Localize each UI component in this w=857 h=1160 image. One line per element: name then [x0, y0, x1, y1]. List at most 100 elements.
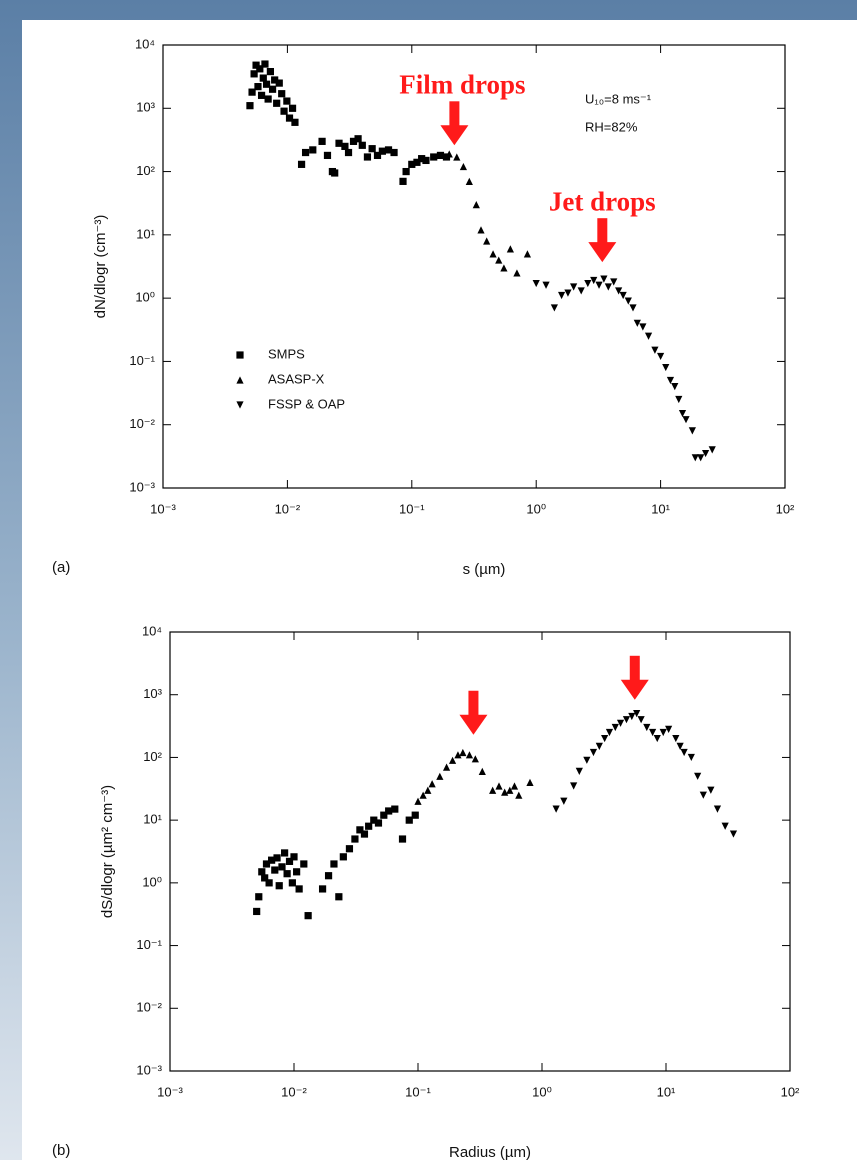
point	[271, 76, 279, 84]
point	[290, 853, 298, 861]
point	[523, 250, 532, 258]
point	[301, 148, 310, 157]
point	[341, 142, 349, 150]
point	[266, 67, 274, 76]
point	[513, 269, 521, 277]
y-axis-label: dN/dlogr (cm⁻³)	[92, 215, 109, 319]
point	[264, 95, 272, 103]
point	[413, 158, 421, 166]
y-tick-label: 10⁻³	[136, 1062, 162, 1077]
point	[365, 822, 373, 830]
point	[436, 151, 445, 160]
point	[483, 237, 491, 245]
point	[262, 80, 271, 88]
point	[358, 141, 366, 149]
point	[615, 287, 623, 295]
point	[729, 830, 738, 838]
point	[275, 882, 283, 890]
point	[453, 153, 461, 161]
point	[651, 346, 659, 354]
point	[280, 107, 288, 115]
point	[707, 786, 715, 794]
point	[570, 283, 578, 291]
point	[688, 427, 696, 435]
point	[643, 723, 651, 732]
point	[477, 226, 485, 234]
point	[285, 114, 294, 122]
point	[465, 751, 474, 759]
y-tick-label: 10³	[143, 686, 162, 701]
point	[436, 772, 444, 780]
x-tick-label: 10¹	[657, 1084, 676, 1099]
point	[283, 97, 291, 105]
point	[356, 826, 364, 834]
point	[445, 150, 453, 158]
panel-label: (b)	[52, 1142, 70, 1159]
point	[351, 835, 359, 843]
point	[678, 409, 687, 418]
x-tick-label: 10¹	[651, 501, 670, 516]
point	[659, 728, 667, 737]
x-tick-label: 10⁻²	[281, 1084, 307, 1099]
point	[713, 805, 722, 813]
point	[495, 256, 503, 264]
point	[610, 278, 618, 286]
point	[564, 289, 572, 297]
point	[666, 376, 675, 385]
point	[633, 319, 641, 327]
x-tick-label: 10²	[776, 501, 795, 516]
point	[622, 716, 631, 724]
point	[584, 279, 592, 288]
point	[271, 866, 279, 874]
point	[495, 782, 503, 790]
point	[344, 148, 353, 157]
point	[259, 74, 267, 82]
point	[275, 79, 283, 87]
arrow	[459, 690, 488, 735]
x-tick-label: 10⁻¹	[399, 501, 425, 516]
point	[604, 283, 612, 291]
point	[283, 870, 291, 878]
point	[300, 860, 308, 868]
point	[268, 85, 277, 93]
point	[265, 879, 273, 887]
point	[552, 805, 560, 813]
point	[252, 61, 260, 69]
point	[570, 782, 578, 790]
point	[246, 102, 254, 110]
plot-frame	[169, 631, 791, 1072]
y-tick-label: 10¹	[136, 226, 155, 241]
y-axis-label: dS/dlogr (µm² cm⁻³)	[99, 785, 116, 918]
point	[442, 763, 451, 771]
point	[454, 751, 462, 759]
point	[478, 767, 486, 775]
point	[601, 734, 609, 743]
point	[500, 264, 508, 272]
point	[254, 83, 262, 91]
point	[398, 835, 407, 843]
point	[649, 728, 657, 737]
point	[335, 893, 343, 901]
arrow	[620, 655, 649, 700]
point	[278, 90, 286, 98]
point	[331, 169, 339, 177]
point	[637, 716, 645, 724]
x-tick-label: 10⁻³	[150, 501, 176, 516]
point	[691, 454, 699, 462]
point	[261, 60, 269, 68]
point	[510, 782, 519, 790]
point	[281, 849, 289, 857]
panel-label: (a)	[52, 559, 70, 576]
arrow	[588, 218, 617, 263]
point	[399, 177, 407, 185]
y-tick-label: 10²	[136, 163, 155, 178]
point	[605, 728, 614, 737]
point	[590, 276, 598, 285]
point	[323, 151, 332, 160]
point	[385, 807, 393, 815]
point	[373, 151, 382, 160]
point	[662, 363, 670, 372]
y-tick-label: 10⁴	[135, 36, 155, 51]
point	[248, 88, 256, 96]
point	[430, 153, 438, 161]
